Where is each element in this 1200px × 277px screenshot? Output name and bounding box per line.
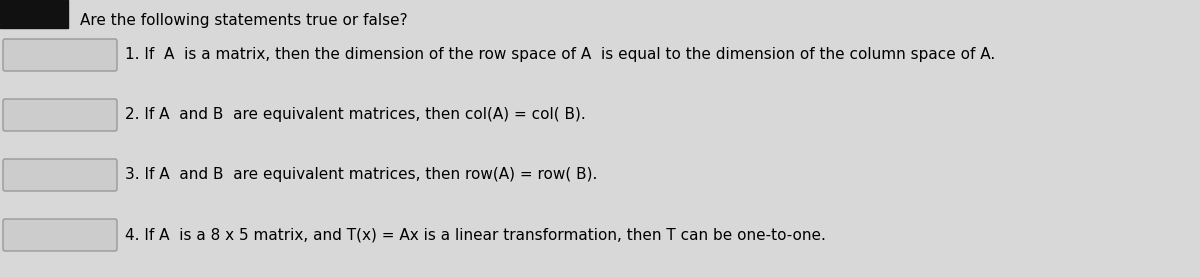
Text: 4. If A  is a 8 x 5 matrix, and T(x) = Ax is a linear transformation, then T can: 4. If A is a 8 x 5 matrix, and T(x) = Ax… <box>125 227 826 242</box>
Text: ▴
▾: ▴ ▾ <box>90 165 96 185</box>
Text: Are the following statements true or false?: Are the following statements true or fal… <box>80 14 408 29</box>
Text: 2. If A  and B  are equivalent matrices, then col(A) = col( B).: 2. If A and B are equivalent matrices, t… <box>125 107 586 122</box>
Text: 3. If A  and B  are equivalent matrices, then row(A) = row( B).: 3. If A and B are equivalent matrices, t… <box>125 168 598 183</box>
Text: ?: ? <box>22 107 29 122</box>
FancyBboxPatch shape <box>2 39 118 71</box>
Text: 1. If  A  is a matrix, then the dimension of the row space of A  is equal to the: 1. If A is a matrix, then the dimension … <box>125 47 995 63</box>
Text: ▴
▾: ▴ ▾ <box>90 45 96 65</box>
Text: ▴
▾: ▴ ▾ <box>90 225 96 245</box>
Text: ▴
▾: ▴ ▾ <box>90 105 96 125</box>
Text: ?: ? <box>22 168 29 183</box>
FancyBboxPatch shape <box>2 159 118 191</box>
Text: ?: ? <box>22 47 29 63</box>
Bar <box>0 0 68 28</box>
Text: ?: ? <box>22 227 29 242</box>
FancyBboxPatch shape <box>2 219 118 251</box>
FancyBboxPatch shape <box>2 99 118 131</box>
